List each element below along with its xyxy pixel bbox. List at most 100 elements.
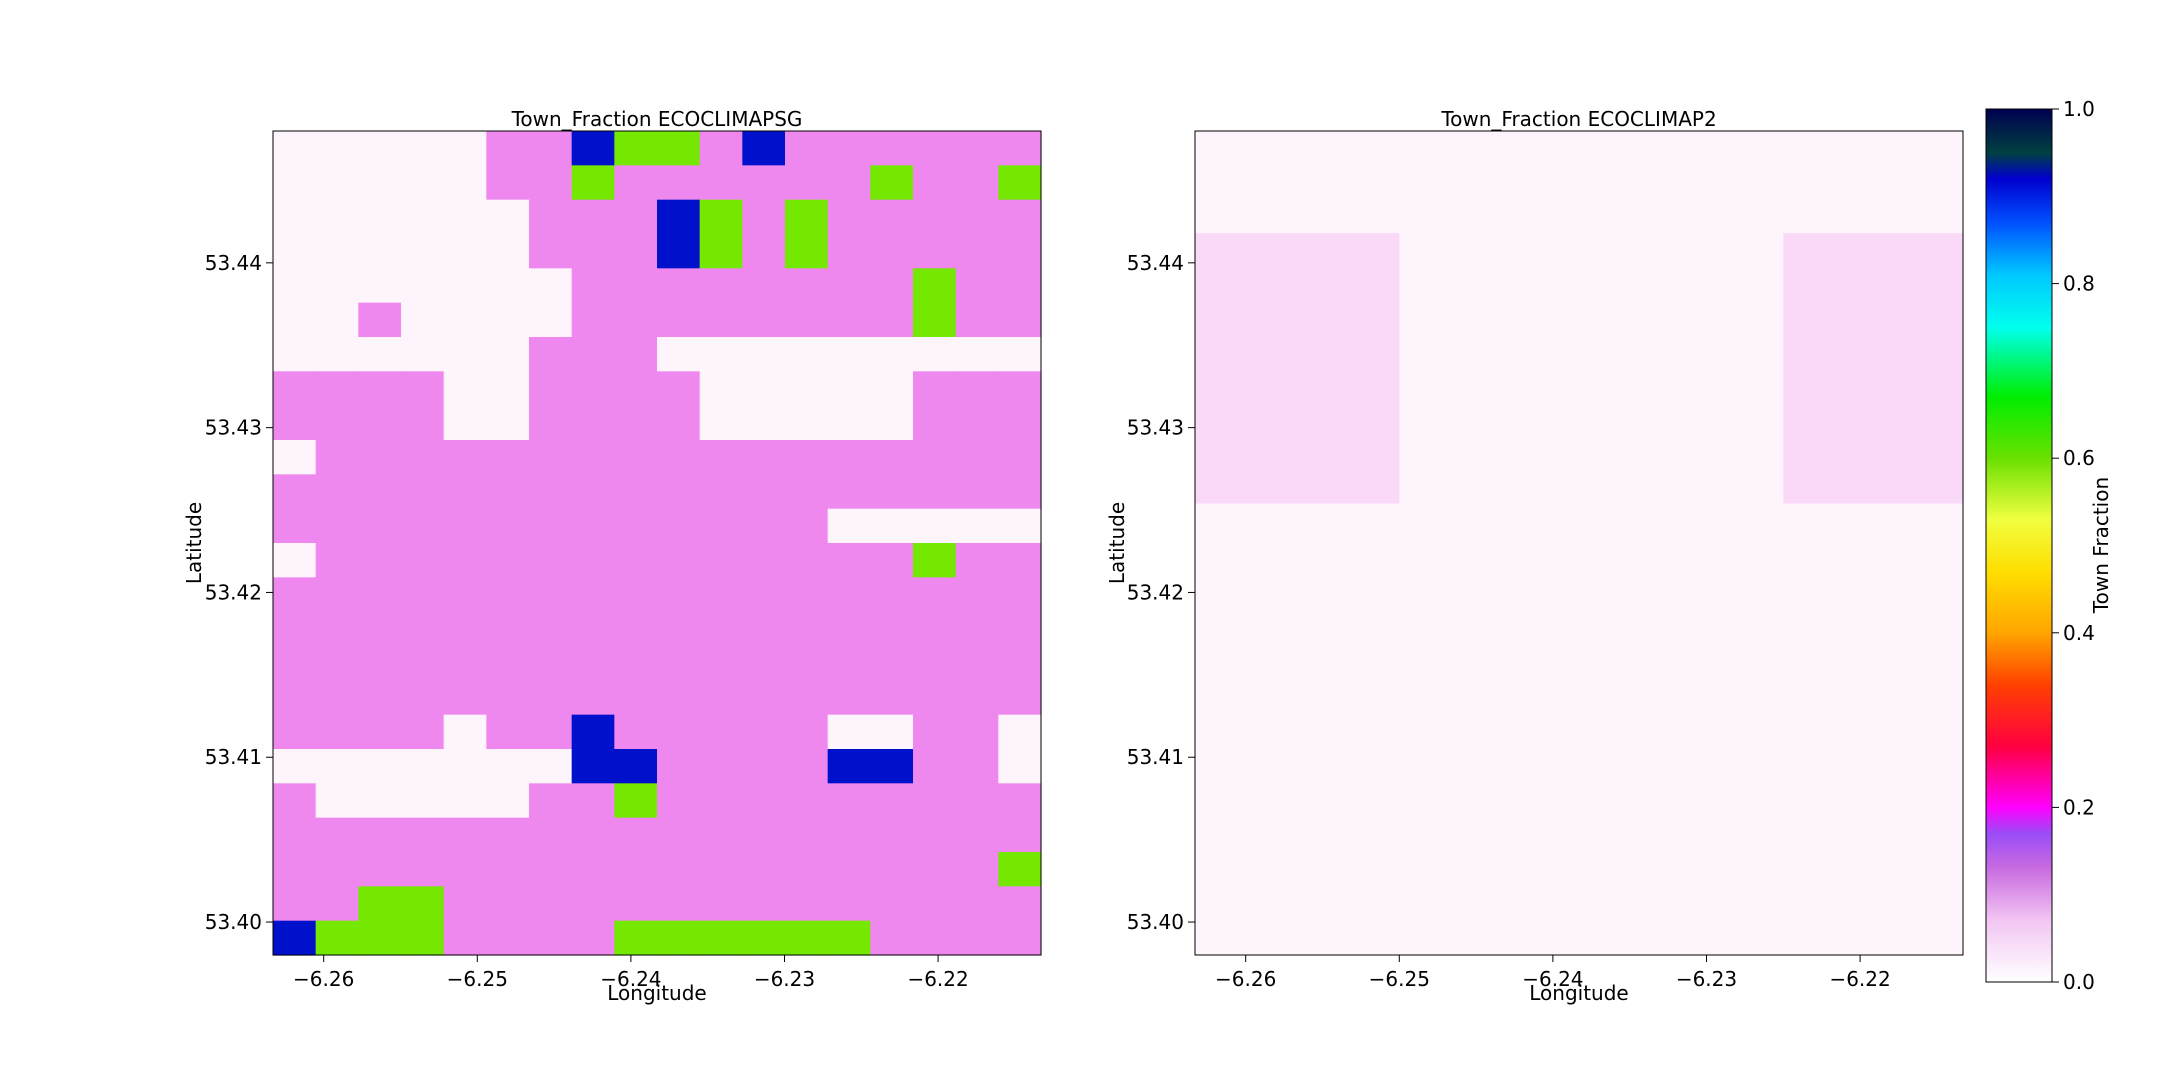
left-heatmap-cell	[742, 405, 786, 441]
left-x-tick-label: −6.25	[447, 967, 508, 991]
left-heatmap-cell	[785, 371, 829, 407]
left-heatmap-cell	[315, 543, 359, 578]
left-heatmap-cell	[870, 337, 914, 372]
left-heatmap-cell	[315, 508, 359, 544]
left-heatmap-cell	[870, 577, 914, 613]
left-heatmap-cell	[571, 817, 615, 853]
left-heatmap-cell	[273, 920, 317, 956]
left-heatmap-cell	[315, 714, 359, 750]
left-heatmap-cell	[657, 920, 701, 956]
left-heatmap-cell	[614, 577, 658, 613]
left-heatmap-cell	[401, 405, 445, 441]
left-heatmap-cell	[785, 749, 829, 784]
left-heatmap-cell	[443, 611, 487, 647]
colorbar-tick-label: 0.8	[2063, 272, 2095, 296]
left-heatmap-cell	[443, 886, 487, 922]
left-heatmap-cell	[699, 920, 743, 956]
left-heatmap-cell	[529, 749, 573, 784]
left-heatmap-cell	[827, 577, 871, 613]
left-heatmap-cell	[443, 783, 487, 819]
left-heatmap-cell	[529, 440, 573, 475]
left-heatmap-cell	[486, 131, 530, 166]
left-heatmap-cell	[401, 749, 445, 784]
left-heatmap-cell	[315, 405, 359, 441]
left-heatmap-cell	[699, 199, 743, 235]
left-heatmap-cell	[443, 405, 487, 441]
left-heatmap-cell	[742, 268, 786, 304]
left-heatmap-cell	[870, 749, 914, 784]
left-heatmap-cell	[998, 886, 1042, 922]
left-heatmap-cell	[401, 165, 445, 201]
left-heatmap-cell	[614, 680, 658, 716]
left-heatmap-cell	[529, 611, 573, 647]
left-heatmap-cell	[315, 749, 359, 784]
left-heatmap-cell	[699, 714, 743, 750]
left-heatmap-cell	[358, 234, 402, 269]
left-heatmap-cell	[614, 783, 658, 819]
left-heatmap-cell	[699, 405, 743, 441]
left-heatmap-cell	[358, 440, 402, 475]
left-heatmap-cell	[827, 405, 871, 441]
left-heatmap-cell	[870, 680, 914, 716]
left-heatmap-cell	[785, 611, 829, 647]
left-heatmap-cell	[529, 302, 573, 338]
left-heatmap-cell	[699, 749, 743, 784]
left-heatmap-cell	[742, 199, 786, 235]
left-x-tick-label: −6.23	[754, 967, 815, 991]
left-heatmap-cell	[785, 508, 829, 544]
left-heatmap-cell	[401, 337, 445, 372]
left-heatmap-cell	[443, 131, 487, 166]
left-heatmap-cell	[827, 131, 871, 166]
left-heatmap-cell	[358, 543, 402, 578]
left-heatmap-cell	[998, 577, 1042, 613]
left-heatmap-cell	[358, 886, 402, 922]
left-heatmap-cell	[614, 920, 658, 956]
left-heatmap	[273, 131, 1042, 956]
left-heatmap-cell	[827, 440, 871, 475]
left-heatmap-cell	[571, 783, 615, 819]
left-heatmap-cell	[699, 680, 743, 716]
left-heatmap-cell	[529, 474, 573, 510]
colorbar-ticks: 0.0 0.2 0.4 0.6 0.8 1.0	[2052, 97, 2095, 994]
left-heatmap-cell	[486, 268, 530, 304]
left-heatmap-cell	[913, 131, 957, 166]
left-heatmap-cell	[401, 783, 445, 819]
left-heatmap-cell	[529, 543, 573, 578]
left-heatmap-cell	[955, 543, 999, 578]
left-heatmap-cell	[998, 920, 1042, 956]
left-heatmap-cell	[998, 611, 1042, 647]
left-heatmap-cell	[486, 543, 530, 578]
left-heatmap-cell	[657, 474, 701, 510]
left-heatmap-cell	[785, 577, 829, 613]
left-heatmap-cell	[273, 405, 317, 441]
left-heatmap-cell	[614, 611, 658, 647]
left-heatmap-cell	[443, 680, 487, 716]
left-heatmap-cell	[614, 886, 658, 922]
left-heatmap-cell	[486, 611, 530, 647]
left-heatmap-cell	[870, 508, 914, 544]
colorbar-gradient	[1985, 108, 2053, 983]
left-x-tick-label: −6.24	[600, 967, 661, 991]
left-heatmap-cell	[273, 646, 317, 681]
left-heatmap-cell	[315, 268, 359, 304]
left-heatmap-cell	[913, 680, 957, 716]
left-heatmap-cell	[657, 577, 701, 613]
left-heatmap-cell	[955, 680, 999, 716]
left-heatmap-cell	[571, 405, 615, 441]
left-heatmap-cell	[571, 337, 615, 372]
right-y-tick-label: 53.44	[1127, 251, 1184, 275]
left-heatmap-cell	[486, 783, 530, 819]
left-heatmap-cell	[571, 165, 615, 201]
left-heatmap-cell	[571, 234, 615, 269]
left-heatmap-cell	[401, 920, 445, 956]
left-heatmap-cell	[401, 714, 445, 750]
left-heatmap-cell	[315, 371, 359, 407]
left-heatmap-cell	[913, 302, 957, 338]
left-heatmap-cell	[358, 268, 402, 304]
left-heatmap-cell	[955, 714, 999, 750]
left-heatmap-cell	[742, 920, 786, 956]
left-heatmap-cell	[401, 543, 445, 578]
left-heatmap-cell	[955, 474, 999, 510]
left-heatmap-cell	[273, 543, 317, 578]
